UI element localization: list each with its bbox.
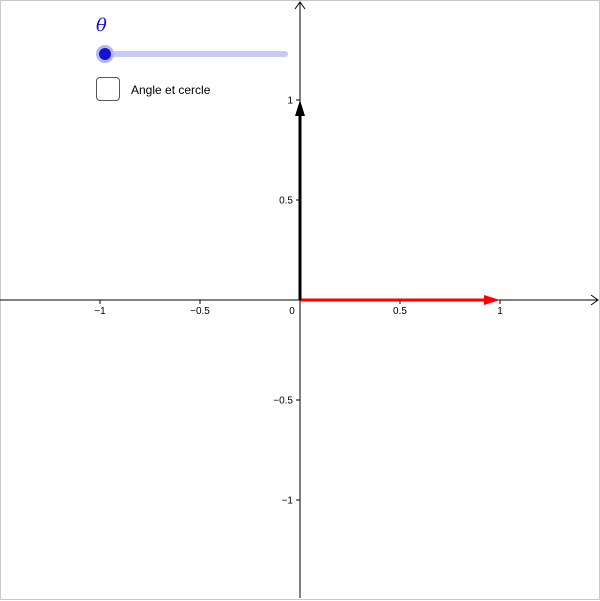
ticks-layer: −1 −0.5 0.5 1 1 0.5 −0.5 −1 0 xyxy=(94,96,503,507)
y-tick-label: 1 xyxy=(287,96,293,107)
slider-theta-label: θ xyxy=(96,15,107,36)
slider-theta-knob[interactable] xyxy=(99,48,111,60)
black-vector-arrowhead-icon[interactable] xyxy=(295,100,305,116)
y-tick-label: −0.5 xyxy=(273,396,293,407)
angle-circle-checkbox[interactable] xyxy=(96,77,120,101)
x-tick-label: −1 xyxy=(94,306,106,317)
vectors-layer xyxy=(295,100,500,305)
y-tick-label: −1 xyxy=(282,496,294,507)
x-tick-label: −0.5 xyxy=(190,306,210,317)
origin-label: 0 xyxy=(289,306,295,317)
red-vector[interactable] xyxy=(300,295,500,305)
x-tick-label: 1 xyxy=(497,306,503,317)
black-vector[interactable] xyxy=(295,100,305,300)
slider-theta-track[interactable] xyxy=(104,51,288,57)
angle-circle-checkbox-label[interactable]: Angle et cercle xyxy=(131,83,211,97)
y-axis-arrow-icon xyxy=(294,1,306,10)
x-tick-label: 0.5 xyxy=(393,306,407,317)
y-tick-label: 0.5 xyxy=(279,196,293,207)
red-vector-arrowhead-icon[interactable] xyxy=(484,295,500,305)
x-axis-arrow-icon xyxy=(590,294,599,306)
